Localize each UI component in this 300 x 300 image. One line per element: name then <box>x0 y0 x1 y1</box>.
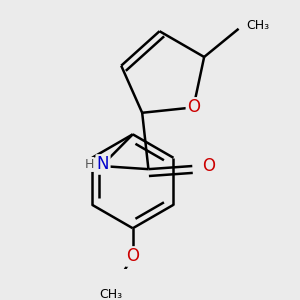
Text: CH₃: CH₃ <box>246 19 270 32</box>
Text: O: O <box>202 157 215 175</box>
Text: H: H <box>84 158 94 171</box>
Text: N: N <box>97 155 109 173</box>
Text: O: O <box>187 98 200 116</box>
Text: O: O <box>126 248 139 266</box>
Text: CH₃: CH₃ <box>99 287 122 300</box>
